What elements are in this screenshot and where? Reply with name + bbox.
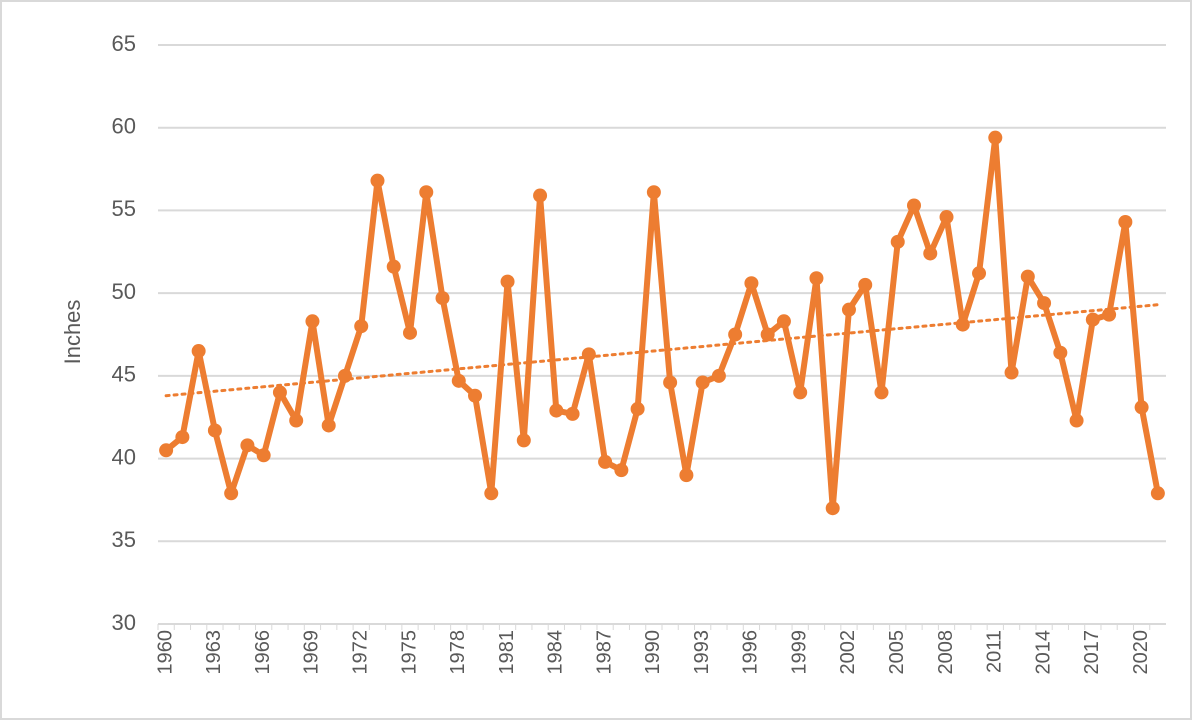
point	[419, 185, 434, 200]
point	[435, 291, 450, 306]
point	[468, 388, 483, 403]
point	[939, 210, 954, 225]
point	[581, 347, 596, 362]
point	[337, 368, 352, 383]
point	[695, 375, 710, 390]
x-tick-label: 2005	[886, 630, 908, 675]
point	[484, 486, 499, 501]
x-tick-label: 2017	[1081, 630, 1103, 675]
point	[890, 234, 905, 249]
point	[679, 468, 694, 483]
x-tick-label: 2011	[984, 630, 1006, 673]
point	[972, 266, 987, 281]
x-tick-label: 1966	[252, 630, 274, 675]
point	[630, 401, 645, 416]
point	[858, 277, 873, 292]
y-tick-label: 30	[112, 610, 136, 635]
x-tick-label: 2020	[1130, 630, 1152, 675]
y-tick-label: 50	[112, 279, 136, 304]
x-tick-label: 1972	[350, 630, 372, 675]
trendline	[164, 303, 1160, 398]
series-line	[164, 134, 1161, 512]
point	[321, 418, 336, 433]
y-tick-label: 45	[112, 362, 136, 387]
point	[256, 448, 271, 463]
point	[1150, 486, 1165, 501]
x-tick-label: 1975	[398, 630, 420, 675]
point	[663, 375, 678, 390]
point	[516, 433, 531, 448]
point	[175, 430, 190, 445]
y-tick-label: 35	[112, 527, 136, 552]
point	[1102, 307, 1117, 322]
point	[289, 413, 304, 428]
x-tick-label: 1984	[545, 630, 567, 675]
point	[776, 314, 791, 329]
point	[614, 463, 629, 478]
x-tick-label: 1981	[496, 630, 518, 675]
point	[207, 423, 222, 438]
point	[955, 317, 970, 332]
point	[1020, 269, 1035, 284]
x-tick-label: 2014	[1032, 630, 1054, 675]
point	[760, 327, 775, 342]
x-tick-label: 1969	[301, 630, 323, 675]
point	[728, 327, 743, 342]
point	[841, 302, 856, 317]
point	[500, 274, 515, 289]
point	[1037, 296, 1052, 311]
y-tick-label: 55	[112, 196, 136, 221]
point	[923, 246, 938, 261]
y-tick-label: 40	[112, 444, 136, 469]
x-tick-label: 1999	[788, 630, 810, 675]
point	[1069, 413, 1084, 428]
point	[305, 314, 320, 329]
point	[825, 501, 840, 516]
x-tick-label: 1990	[642, 630, 664, 675]
point	[907, 198, 921, 213]
y-axis-label: Inches	[60, 300, 85, 365]
point	[451, 373, 466, 388]
x-tick-label: 1987	[593, 630, 615, 675]
point	[403, 325, 417, 340]
point	[159, 443, 174, 458]
x-tick-label: 1963	[203, 630, 225, 675]
point	[533, 188, 548, 203]
point	[1134, 400, 1149, 415]
point	[874, 385, 889, 400]
point	[793, 385, 808, 400]
y-tick-label: 60	[112, 114, 136, 139]
point	[370, 173, 385, 188]
x-tick-label: 1978	[447, 630, 469, 675]
x-tick-label: 1960	[154, 630, 176, 675]
point	[646, 185, 661, 200]
y-tick-label: 65	[112, 31, 136, 56]
x-tick-label: 1993	[691, 630, 713, 675]
point	[1085, 312, 1100, 327]
point	[565, 406, 580, 421]
x-tick-label: 1996	[740, 630, 762, 675]
point	[272, 385, 287, 400]
x-tick-label: 2008	[935, 630, 957, 675]
x-tick-label: 2002	[837, 630, 859, 675]
point	[744, 276, 759, 291]
point	[1118, 215, 1133, 230]
point	[386, 259, 401, 274]
point	[711, 368, 726, 383]
point	[191, 344, 206, 359]
point	[224, 486, 239, 501]
point	[809, 271, 824, 286]
point	[988, 130, 1003, 145]
point	[240, 438, 255, 453]
point	[598, 454, 613, 469]
point	[354, 319, 369, 334]
point	[1053, 345, 1068, 360]
point	[1004, 365, 1019, 380]
point	[549, 403, 564, 418]
